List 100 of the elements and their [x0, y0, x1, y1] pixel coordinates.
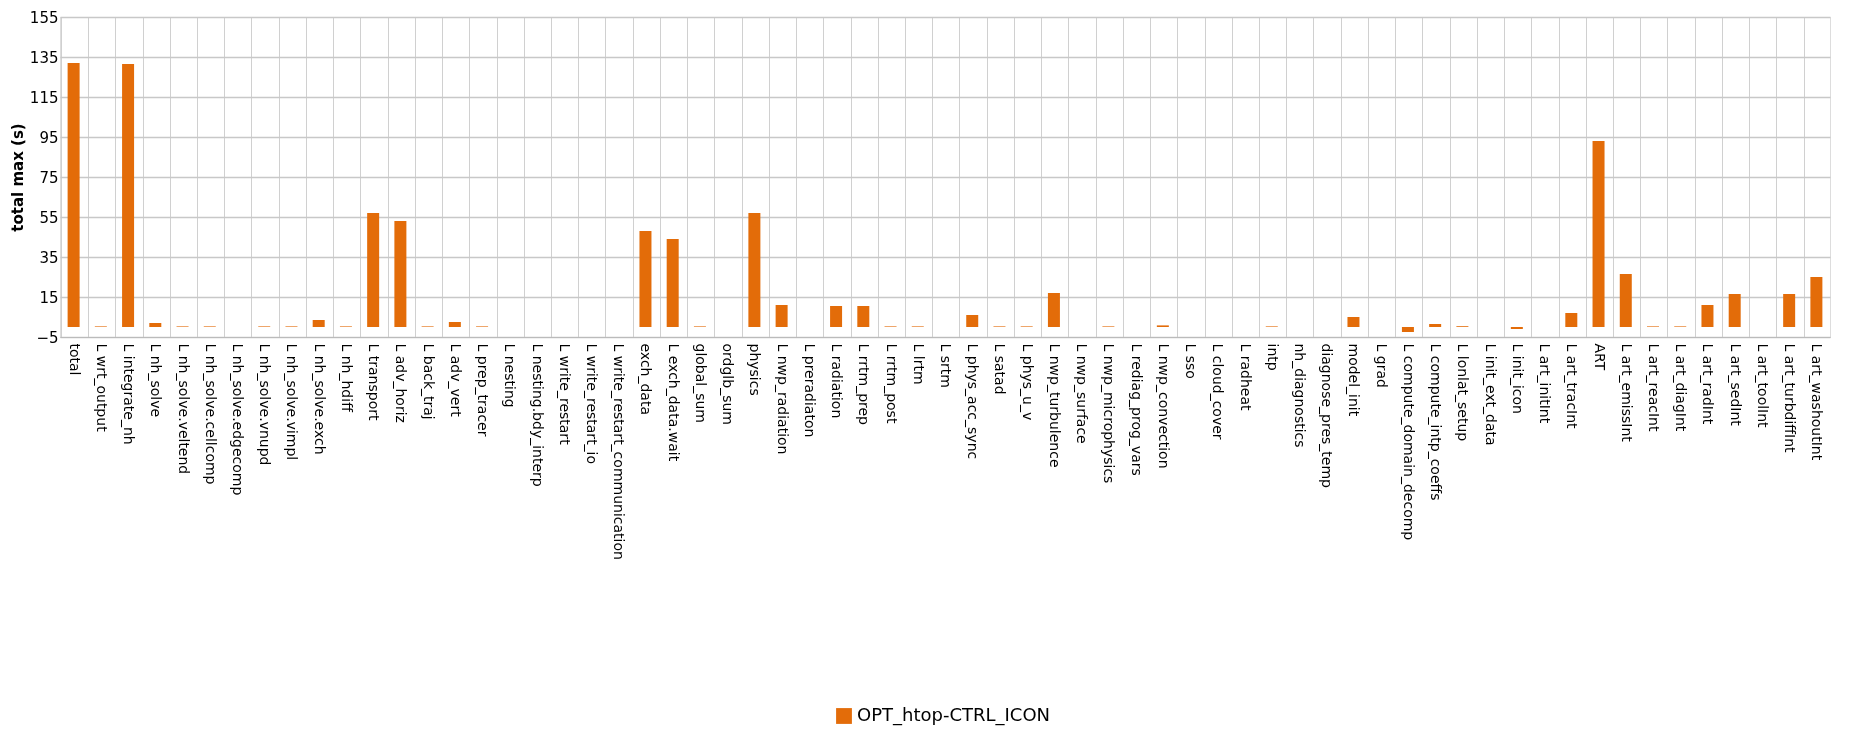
bar [857, 306, 870, 327]
y-tick-label: 75 [39, 168, 59, 187]
x-tick-label: L nh_solve.cellcomp [202, 343, 219, 485]
x-tick-label: L nwp_microphysics [1101, 343, 1118, 484]
x-tick-label: L art_sedInt [1727, 343, 1744, 427]
x-tick-label: L init_icon [1509, 343, 1526, 414]
x-tick-label: L compute_intp_coeffs [1428, 343, 1445, 501]
x-tick-label: L preradiaton [801, 343, 818, 438]
x-tick-label: L adv_horiz [393, 343, 410, 423]
x-tick-label: total [66, 343, 83, 376]
x-tick-label: L cloud_cover [1210, 343, 1227, 440]
bar [1565, 313, 1578, 327]
x-tick-label: L nwp_convection [1155, 343, 1172, 469]
y-tick-label: 115 [29, 88, 59, 107]
bar [1347, 317, 1360, 327]
bar [1728, 294, 1741, 327]
x-tick-label: L art_tracInt [1564, 343, 1581, 430]
x-tick-label: L nwp_surface [1074, 343, 1091, 444]
y-tick-label: 55 [39, 208, 59, 227]
x-tick-label: L grad [1373, 343, 1390, 388]
x-tick-label: L nh_solve.veltend [175, 343, 192, 475]
x-tick-label: L compute_domain_decomp [1400, 343, 1417, 541]
y-tick-label: 135 [29, 48, 59, 67]
bar [666, 239, 679, 327]
x-tick-label: L nh_solve.vimpl [284, 343, 301, 461]
bar [312, 320, 325, 327]
x-tick-label: ART [1591, 343, 1608, 371]
x-tick-label: L art_radInt [1700, 343, 1717, 425]
x-tick-label: L adv_vert [447, 343, 464, 418]
x-tick-label: L satad [992, 343, 1009, 395]
x-tick-label: L write_restart_communication [611, 343, 628, 560]
x-tick-label: L wrt_output [93, 343, 110, 433]
x-tick-label: L exch_data.wait [665, 343, 682, 462]
bar [448, 322, 461, 327]
bar [122, 64, 135, 327]
x-tick-label: L nh_solve [148, 343, 165, 418]
x-tick-label: nh_diagnostics [1292, 343, 1308, 448]
x-tick-label: L nwp_radiation [774, 343, 791, 455]
x-tick-label: L phys_acc_sync [965, 343, 982, 460]
x-tick-label: L nesting.bdy_interp [529, 343, 546, 487]
x-tick-label: intp [1264, 343, 1281, 371]
x-tick-label: physics [747, 343, 764, 396]
x-tick-label: exch_data [638, 343, 655, 416]
x-tick-label: L srtm [938, 343, 954, 388]
x-tick-label: L nwp_turbulence [1046, 343, 1063, 468]
x-tick-label: L rrtm_prep [856, 343, 873, 426]
x-tick-label: L art_diagInt [1673, 343, 1690, 432]
bar [775, 305, 788, 327]
x-tick-label: L nh_solve.vnupd [257, 343, 274, 466]
bar [394, 221, 407, 327]
bar [1783, 294, 1796, 327]
y-tick-label: −5 [36, 328, 59, 347]
x-tick-label: L art_turbdiffInt [1782, 343, 1799, 453]
bar [966, 315, 979, 327]
x-tick-label: L back_traj [420, 343, 437, 420]
x-tick-label: L phys_u_v [1019, 343, 1036, 421]
x-tick-label: L rediag_prog_vars [1128, 343, 1145, 476]
bar [67, 63, 80, 327]
x-tick-label: L radiation [829, 343, 846, 419]
x-tick-label: L lonlat_setup [1455, 343, 1472, 442]
x-tick-label: model_init [1346, 343, 1363, 417]
legend-label: OPT_htop-CTRL_ICON [857, 704, 1051, 726]
y-axis-title: total max (s) [8, 123, 27, 232]
x-tick-label: L art_washoutInt [1809, 343, 1826, 461]
x-tick-label: L lrtm [910, 343, 927, 385]
bar [830, 306, 843, 327]
x-tick-label: L prep_tracer [475, 343, 492, 437]
bar [748, 213, 761, 327]
x-tick-label: L write_restart_io [584, 343, 600, 465]
x-tick-label: L radheat [1237, 343, 1254, 412]
bar [1047, 293, 1060, 327]
bar [149, 323, 162, 327]
x-tick-label: L rrtm_post [883, 343, 900, 424]
y-tick-label: 15 [39, 288, 59, 307]
x-tick-label: diagnose_pres_temp [1319, 343, 1336, 489]
bar [1429, 324, 1442, 327]
bar [1810, 277, 1823, 327]
x-tick-label: ordglb_sum [720, 343, 737, 425]
x-tick-label: L art_initInt [1537, 343, 1554, 424]
y-tick-label: 35 [39, 248, 59, 267]
y-tick-label: 95 [39, 128, 59, 147]
x-tick-label: L nh_hdiff [338, 343, 355, 413]
bar [639, 231, 652, 327]
y-tick-label: 155 [29, 8, 59, 27]
x-tick-label: L nh_solve.exch [311, 343, 328, 455]
x-tick-label: global_sum [692, 343, 709, 424]
x-tick-label: L write_restart [556, 343, 573, 446]
x-tick-label: L art_reacInt [1646, 343, 1662, 432]
x-tick-label: L art_toolInt [1754, 343, 1771, 429]
x-tick-label: L transport [366, 343, 383, 421]
x-tick-label: L init_ext_data [1482, 343, 1499, 446]
bar [367, 213, 380, 327]
x-tick-label: L integrate_nh [121, 343, 138, 445]
x-tick-label: L nh_solve.edgecomp [230, 343, 246, 496]
x-tick-label: L sso [1183, 343, 1200, 379]
x-tick-label: L art_emissInt [1618, 343, 1635, 443]
bar [1701, 305, 1714, 327]
bar [1619, 274, 1632, 327]
bar [1592, 141, 1605, 327]
x-tick-label: L nesting [502, 343, 519, 408]
